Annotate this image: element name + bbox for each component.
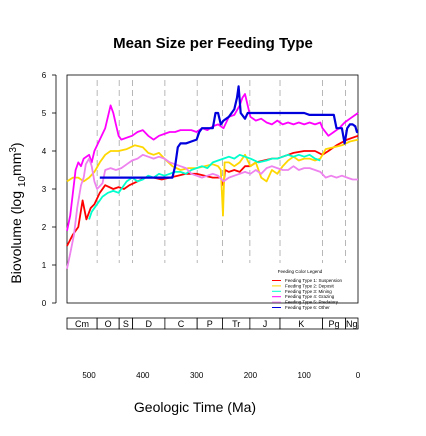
period-label-S: S xyxy=(123,319,129,329)
y-axis-label-unit: mm xyxy=(8,153,24,176)
legend-title: Feeding Color Legend xyxy=(278,269,323,274)
period-label-Cm: Cm xyxy=(75,319,89,329)
x-tick-label-4: 100 xyxy=(298,371,312,380)
y-axis-label-close: ) xyxy=(8,142,24,147)
series-line-1 xyxy=(66,134,359,247)
x-tick-label-3: 200 xyxy=(244,371,258,380)
y-tick-label-6: 6 xyxy=(42,71,47,80)
y-tick-label-0: 0 xyxy=(42,299,47,308)
series-line-5 xyxy=(66,153,358,269)
legend-label-3: Feeding Type 3: Mining xyxy=(285,289,332,294)
legend-label-6: Feeding Type 6: Other xyxy=(285,305,330,310)
plot-frame xyxy=(66,74,359,304)
legend-label-2: Feeding Type 2: Deposit xyxy=(285,283,334,288)
boundary-lines xyxy=(96,80,346,263)
series-line-2 xyxy=(66,138,359,217)
legend-label-4: Feeding Type 4: Grazing xyxy=(285,294,335,299)
x-tick-label-5: 0 xyxy=(356,371,361,380)
period-label-K: K xyxy=(298,319,304,329)
series-line-6 xyxy=(99,85,358,179)
x-tick-label-0: 500 xyxy=(82,371,96,380)
x-axis-label: Geologic Time (Ma) xyxy=(134,399,256,415)
series-line-3 xyxy=(88,153,321,220)
x-tick-label-2: 300 xyxy=(190,371,204,380)
y-axis-label: Biovolume (log 10mm3) xyxy=(8,142,28,283)
legend-label-1: Feeding Type 1: Suspension xyxy=(285,278,342,283)
y-tick-label-1: 1 xyxy=(42,261,47,270)
y-tick-label-2: 2 xyxy=(42,223,47,232)
svg-text:Biovolume (log 10mm3): Biovolume (log 10mm3) xyxy=(8,142,28,283)
x-tick-label-1: 400 xyxy=(136,371,150,380)
chart-title: Mean Size per Feeding Type xyxy=(113,35,313,52)
legend: Feeding Color Legend Feeding Type 1: Sus… xyxy=(272,269,342,310)
y-tick-label-4: 4 xyxy=(42,147,47,156)
period-bar: Cm O S D C P Tr J K Pg Ng xyxy=(66,317,359,330)
period-label-C: C xyxy=(178,319,185,329)
x-axis: 500 400 300 200 100 0 xyxy=(82,324,361,380)
period-label-P: P xyxy=(207,319,213,329)
series-lines xyxy=(66,85,359,269)
y-axis: 0 1 2 3 4 5 6 xyxy=(42,71,57,308)
y-tick-label-3: 3 xyxy=(42,185,47,194)
y-axis-label-sup: 3 xyxy=(8,147,19,153)
period-label-O: O xyxy=(105,319,112,329)
period-label-D: D xyxy=(146,319,153,329)
y-tick-label-5: 5 xyxy=(42,109,47,118)
period-label-J: J xyxy=(263,319,268,329)
legend-label-5: Feeding Type 5: Predatory xyxy=(285,300,339,305)
y-axis-label-main: Biovolume (log xyxy=(8,187,24,284)
period-cell-Ng xyxy=(345,317,359,330)
y-axis-label-sub: 10 xyxy=(17,176,28,188)
period-label-Ng: Ng xyxy=(346,319,358,329)
period-label-Pg: Pg xyxy=(329,319,340,329)
period-label-Tr: Tr xyxy=(232,319,240,329)
